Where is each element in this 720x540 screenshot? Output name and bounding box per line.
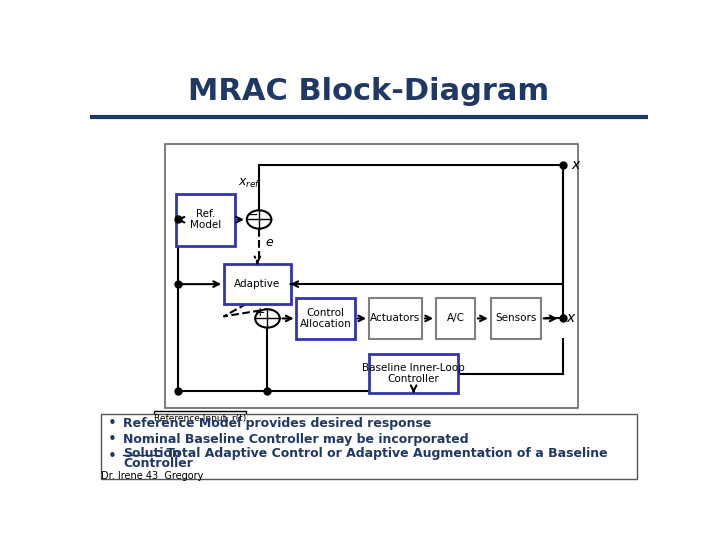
FancyBboxPatch shape bbox=[101, 414, 637, 478]
Text: •: • bbox=[108, 449, 117, 464]
Text: x: x bbox=[566, 312, 575, 326]
Text: Solution: Solution bbox=[124, 447, 181, 460]
Text: $x_{ref}$: $x_{ref}$ bbox=[238, 177, 261, 190]
FancyBboxPatch shape bbox=[154, 411, 246, 427]
Circle shape bbox=[247, 210, 271, 228]
FancyBboxPatch shape bbox=[369, 354, 459, 393]
Text: : Total Adaptive Control or Adaptive Augmentation of a Baseline: : Total Adaptive Control or Adaptive Aug… bbox=[157, 447, 608, 460]
Text: Baseline Inner-Loop
Controller: Baseline Inner-Loop Controller bbox=[362, 363, 465, 384]
Text: •: • bbox=[108, 416, 117, 431]
Text: Ref.
Model: Ref. Model bbox=[190, 209, 222, 231]
Text: −: − bbox=[246, 207, 258, 221]
Text: MRAC Block-Diagram: MRAC Block-Diagram bbox=[189, 77, 549, 106]
Point bbox=[172, 387, 184, 395]
Text: A/C: A/C bbox=[446, 313, 464, 323]
FancyBboxPatch shape bbox=[490, 298, 541, 339]
Text: e: e bbox=[266, 236, 274, 249]
Text: •: • bbox=[108, 431, 117, 447]
Text: x: x bbox=[572, 158, 580, 172]
Text: Nominal Baseline Controller may be incorporated: Nominal Baseline Controller may be incor… bbox=[124, 433, 469, 446]
Text: Controller: Controller bbox=[124, 457, 194, 470]
Text: Adaptive: Adaptive bbox=[234, 279, 281, 289]
Text: Sensors: Sensors bbox=[495, 313, 536, 323]
Text: Dr. Irene 43  Gregory: Dr. Irene 43 Gregory bbox=[101, 470, 204, 481]
Text: Reference Model provides desired response: Reference Model provides desired respons… bbox=[124, 417, 432, 430]
Point bbox=[261, 387, 273, 395]
FancyBboxPatch shape bbox=[224, 265, 291, 304]
Point bbox=[557, 160, 569, 169]
Point bbox=[557, 314, 569, 323]
Point bbox=[172, 215, 184, 224]
FancyBboxPatch shape bbox=[436, 298, 475, 339]
FancyBboxPatch shape bbox=[297, 298, 355, 339]
Text: Actuators: Actuators bbox=[370, 313, 420, 323]
Text: Control
Allocation: Control Allocation bbox=[300, 308, 351, 329]
Circle shape bbox=[255, 309, 280, 328]
FancyBboxPatch shape bbox=[369, 298, 422, 339]
FancyBboxPatch shape bbox=[176, 194, 235, 246]
Text: Reference Input, r(t): Reference Input, r(t) bbox=[154, 414, 246, 423]
Point bbox=[172, 280, 184, 288]
Text: +: + bbox=[255, 306, 266, 320]
